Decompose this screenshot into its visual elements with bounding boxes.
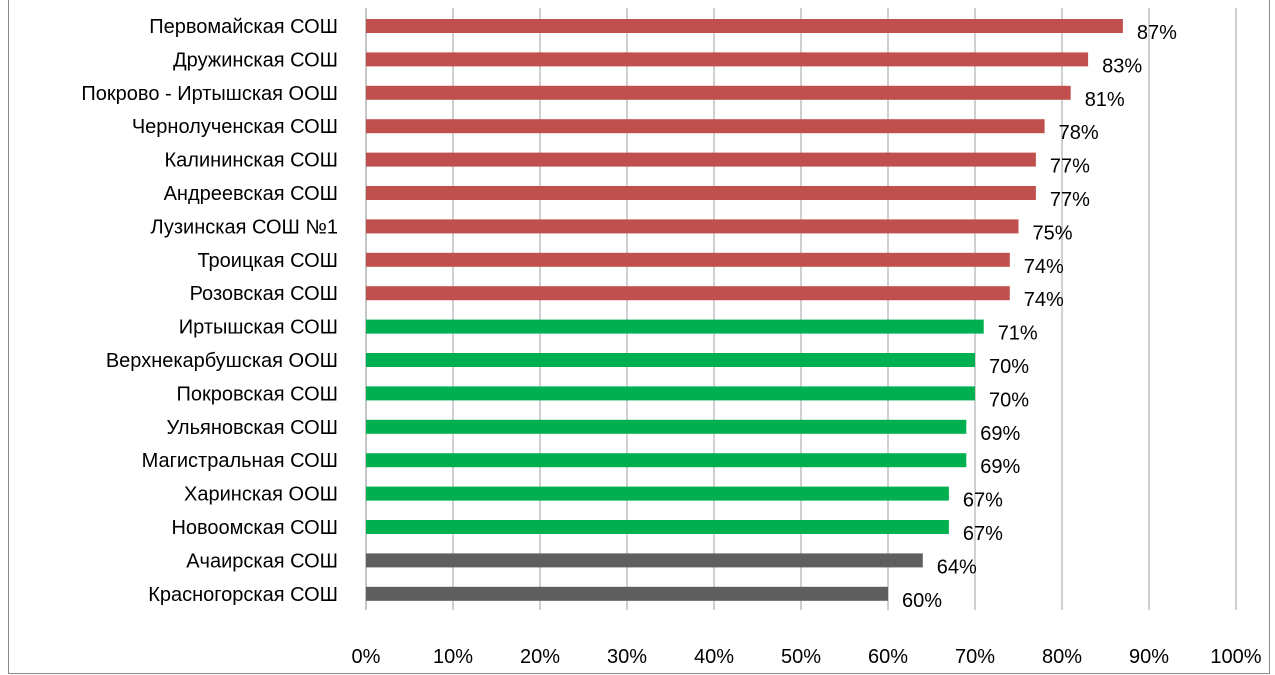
data-label: 70%: [989, 356, 1029, 378]
x-axis-tick-labels: 0% 10% 20% 30% 40% 50% 60% 70% 80% 90% 100%: [352, 646, 1262, 668]
data-label: 60%: [902, 590, 942, 612]
bar: [366, 186, 1036, 200]
x-tick-label: 80%: [1042, 646, 1082, 668]
data-label: 75%: [1033, 222, 1073, 244]
data-label: 64%: [937, 556, 977, 578]
gridlines: [365, 8, 1237, 610]
bar: [366, 386, 975, 401]
bar: [366, 119, 1045, 134]
bar: [366, 486, 949, 501]
category-labels: Первомайская СОШ Дружинская СОШ Покрово - …: [81, 16, 338, 606]
category-label: Покрово - Иртышская ООШ: [81, 83, 338, 105]
category-label: Харинская ООШ: [184, 484, 338, 506]
category-label: Магистральная СОШ: [142, 450, 338, 472]
x-tick-label: 60%: [868, 646, 908, 668]
category-label: Троицкая СОШ: [197, 250, 338, 272]
category-label: Ачаирская СОШ: [186, 550, 338, 572]
data-label: 69%: [980, 423, 1020, 445]
bar: [366, 152, 1036, 167]
data-label: 67%: [963, 523, 1003, 545]
bar: [366, 353, 975, 367]
category-label: Верхнекарбушская ООШ: [106, 350, 338, 372]
x-tick-label: 10%: [433, 646, 473, 668]
x-tick-label: 40%: [694, 646, 734, 668]
x-tick-label: 30%: [607, 646, 647, 668]
data-label: 74%: [1024, 289, 1064, 311]
x-tick-label: 90%: [1129, 646, 1169, 668]
x-tick-label: 0%: [352, 646, 381, 668]
data-label: 77%: [1050, 156, 1090, 178]
data-label: 81%: [1085, 89, 1125, 111]
bar: [366, 85, 1071, 100]
bar: [366, 520, 949, 534]
bar: [366, 319, 984, 334]
bar: [366, 553, 923, 568]
data-label: 67%: [963, 490, 1003, 512]
bar: [366, 219, 1019, 234]
x-tick-label: 20%: [520, 646, 560, 668]
chart-frame: [8, 0, 1270, 674]
data-label: 77%: [1050, 189, 1090, 211]
category-label: Чернолученская СОШ: [132, 116, 338, 138]
x-tick-label: 70%: [955, 646, 995, 668]
category-label: Иртышская СОШ: [179, 317, 338, 339]
bar: [366, 586, 888, 601]
value-labels: 87% 83% 81% 78% 77% 77% 75% 74% 74% 71% 70% 70% 69% 6…: [902, 22, 1177, 612]
category-label: Новоомская СОШ: [171, 517, 338, 539]
category-label: Лузинская СОШ №1: [151, 216, 338, 238]
data-label: 69%: [980, 456, 1020, 478]
bar: [366, 453, 967, 468]
bar: [366, 19, 1123, 33]
category-label: Покровская СОШ: [177, 383, 338, 405]
category-label: Андреевская СОШ: [164, 183, 338, 205]
x-tick-label: 100%: [1210, 646, 1261, 668]
bar: [366, 252, 1010, 267]
category-label: Первомайская СОШ: [149, 16, 338, 38]
bars: [366, 19, 1123, 601]
category-label: Красногорская СОШ: [148, 584, 338, 606]
data-label: 71%: [998, 323, 1038, 345]
category-label: Ульяновская СОШ: [167, 417, 338, 439]
category-label: Дружинская СОШ: [173, 49, 338, 71]
x-tick-label: 50%: [781, 646, 821, 668]
bar: [366, 286, 1010, 301]
bar: [366, 52, 1089, 67]
data-label: 87%: [1137, 22, 1177, 44]
data-label: 83%: [1102, 55, 1142, 77]
bar: [366, 419, 967, 434]
data-label: 70%: [989, 389, 1029, 411]
data-label: 74%: [1024, 256, 1064, 278]
category-label: Калининская СОШ: [165, 150, 338, 172]
data-label: 78%: [1059, 122, 1099, 144]
category-label: Розовская СОШ: [190, 283, 338, 305]
